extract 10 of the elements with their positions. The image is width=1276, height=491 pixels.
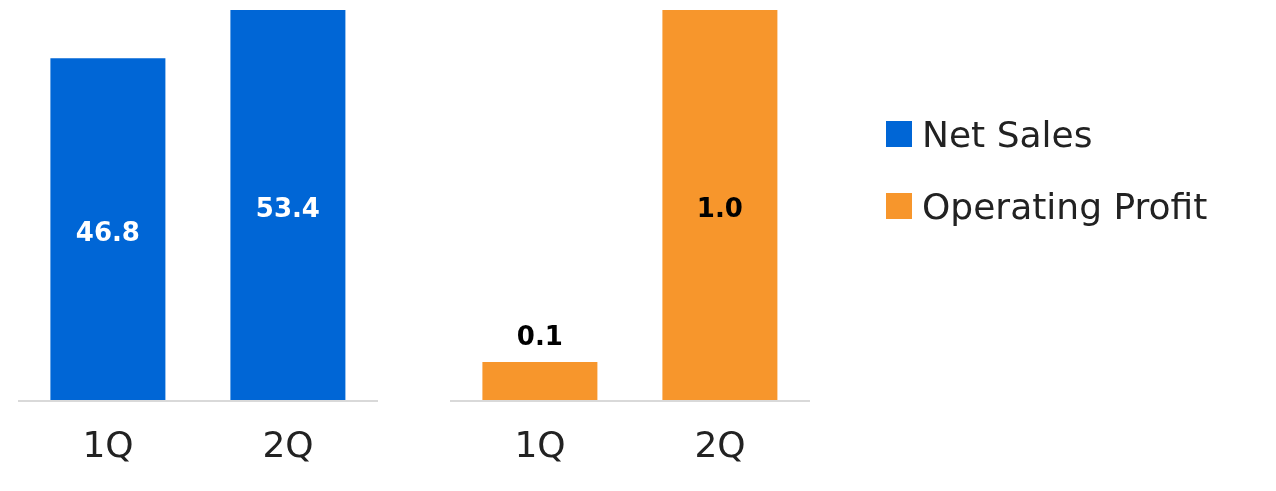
x-tick-label: 1Q [82, 423, 134, 465]
data-label: 53.4 [255, 193, 320, 223]
data-label: 0.1 [516, 321, 563, 352]
x-tick-label: 1Q [514, 423, 566, 465]
x-tick-label: 2Q [694, 423, 746, 465]
x-tick-label: 2Q [262, 423, 314, 465]
data-label: 1.0 [696, 193, 743, 223]
legend-label: Operating Profit [922, 185, 1208, 227]
legend-label: Net Sales [922, 113, 1093, 155]
data-label: 46.8 [75, 217, 140, 248]
